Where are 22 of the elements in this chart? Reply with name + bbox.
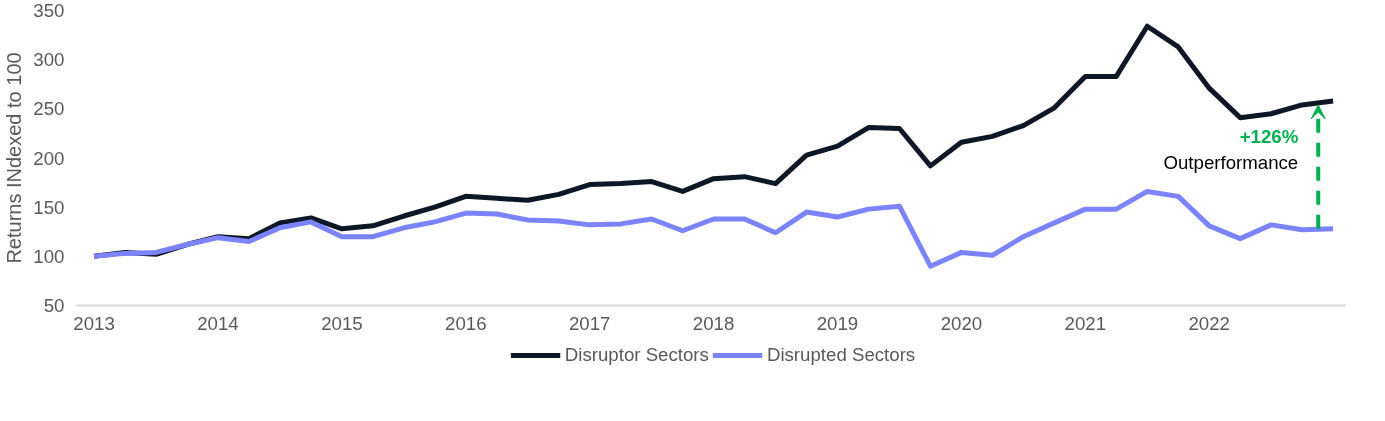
x-tick-label: 2017 bbox=[568, 312, 611, 334]
x-tick-label: 2020 bbox=[940, 312, 983, 334]
y-tick-label: 150 bbox=[33, 196, 65, 218]
y-tick-label: 350 bbox=[33, 0, 65, 21]
y-axis-title: Returns INdexed to 100 bbox=[3, 52, 26, 264]
annotation: Outperformance bbox=[1163, 152, 1299, 174]
x-tick-label: 2018 bbox=[692, 312, 735, 334]
x-tick-label: 2016 bbox=[445, 312, 487, 334]
x-tick-label: 2014 bbox=[197, 312, 239, 334]
y-tick-label: 100 bbox=[33, 245, 65, 267]
x-tick-label: 2015 bbox=[321, 312, 363, 334]
x-tick-label: 2019 bbox=[816, 312, 859, 334]
x-tick-label: 2021 bbox=[1064, 312, 1107, 334]
annotation: +126% bbox=[1239, 126, 1299, 148]
y-tick-label: 300 bbox=[33, 49, 65, 71]
legend-label: Disruptor Sectors bbox=[564, 343, 709, 366]
x-tick-label: 2013 bbox=[73, 312, 115, 334]
legend-label: Disrupted Sectors bbox=[766, 343, 916, 366]
x-tick-label: 2022 bbox=[1188, 312, 1230, 334]
y-tick-label: 50 bbox=[43, 295, 65, 316]
y-tick-label: 250 bbox=[33, 98, 65, 120]
y-tick-label: 200 bbox=[33, 147, 65, 169]
